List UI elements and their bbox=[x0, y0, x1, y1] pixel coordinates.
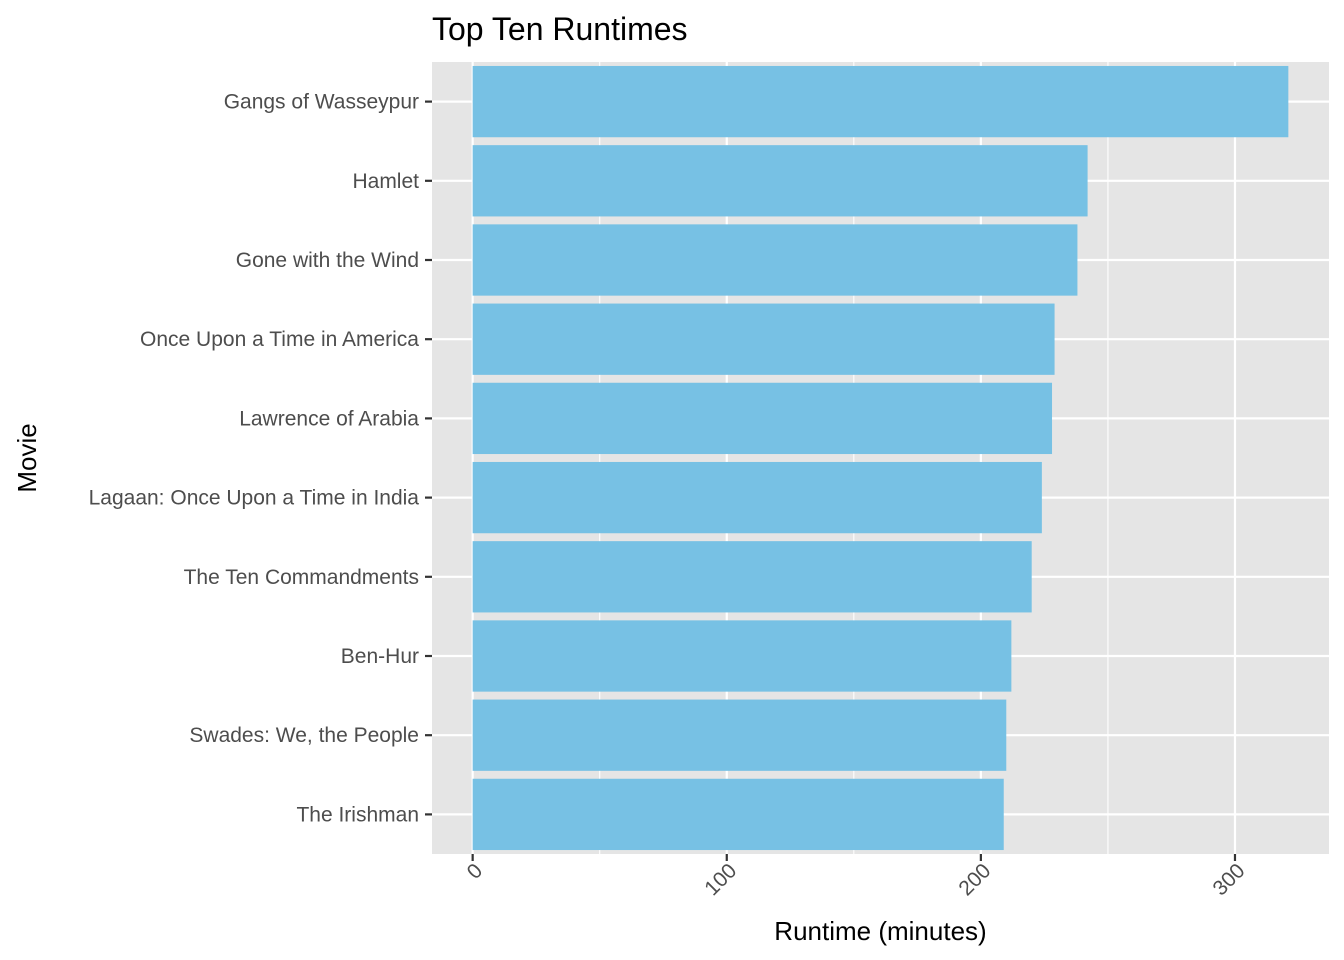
bar bbox=[472, 461, 1042, 534]
y-axis-title: Movie bbox=[12, 423, 42, 492]
bar bbox=[472, 382, 1053, 455]
chart-title: Top Ten Runtimes bbox=[432, 11, 688, 47]
y-tick-label: Lawrence of Arabia bbox=[239, 407, 419, 430]
bar bbox=[472, 303, 1055, 375]
bars bbox=[472, 65, 1289, 851]
bar bbox=[472, 145, 1088, 217]
y-tick-label: Hamlet bbox=[352, 170, 419, 193]
x-axis: 0 100 200 300 bbox=[463, 854, 1250, 900]
bar bbox=[472, 65, 1289, 138]
x-axis-title: Runtime (minutes) bbox=[774, 916, 986, 946]
x-tick-label: 200 bbox=[954, 859, 995, 900]
bar bbox=[472, 778, 1004, 851]
bar bbox=[472, 699, 1007, 771]
y-tick-label: Lagaan: Once Upon a Time in India bbox=[89, 487, 420, 510]
bar bbox=[472, 541, 1032, 613]
x-tick-label: 0 bbox=[463, 859, 488, 884]
bar bbox=[472, 620, 1012, 692]
y-tick-label: The Ten Commandments bbox=[184, 566, 419, 589]
y-tick-label: Once Upon a Time in America bbox=[140, 328, 419, 351]
y-axis: Gangs of Wasseypur Hamlet Gone with the Wi… bbox=[89, 91, 432, 826]
y-tick-label: The Irishman bbox=[296, 803, 419, 826]
x-tick-label: 100 bbox=[700, 859, 741, 900]
x-tick-label: 300 bbox=[1208, 859, 1249, 900]
y-tick-label: Swades: We, the People bbox=[189, 724, 419, 747]
y-tick-label: Gone with the Wind bbox=[236, 249, 419, 272]
y-tick-label: Gangs of Wasseypur bbox=[224, 91, 419, 114]
bar bbox=[472, 224, 1078, 296]
y-tick-label: Ben-Hur bbox=[341, 645, 419, 668]
